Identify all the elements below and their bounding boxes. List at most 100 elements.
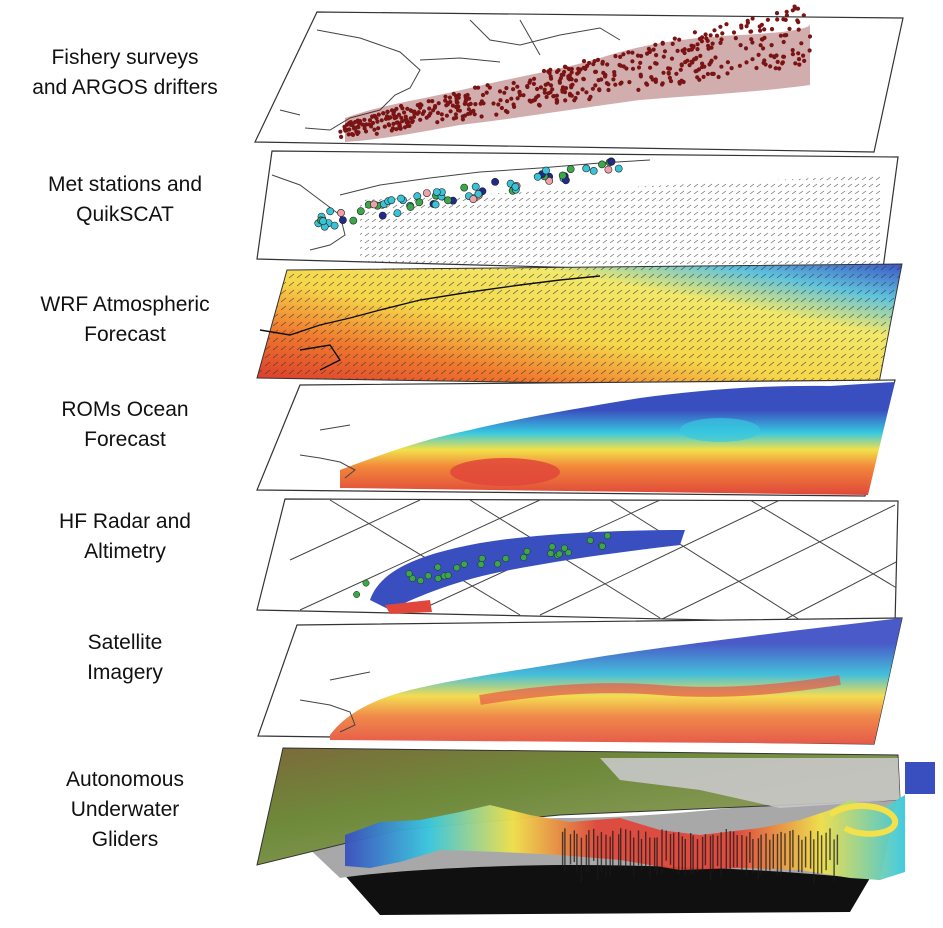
drifter-point [784, 9, 789, 14]
glider-profile-bar [804, 836, 807, 868]
drifter-point [504, 86, 509, 91]
glider-profile-bar [833, 839, 835, 882]
drifter-point [603, 73, 608, 78]
glider-profile-bar [569, 834, 572, 865]
glider-profile-bar [712, 834, 714, 873]
glider-profile-bar [784, 833, 786, 866]
glider-profile-bar [749, 832, 751, 863]
drifter-point [532, 76, 537, 81]
layer-fishery [254, 4, 904, 153]
glider-profile-bar [561, 831, 564, 868]
drifter-point [651, 47, 656, 52]
drifter-point [666, 71, 671, 76]
drifter-point [669, 56, 675, 61]
drifter-point [689, 47, 694, 52]
drifter-point [480, 92, 486, 98]
glider-profile-bar [665, 830, 667, 861]
glider-profile-bar [780, 831, 782, 876]
glider-profile-bar [656, 837, 658, 875]
met-station-point [607, 157, 616, 166]
drifter-point [687, 63, 692, 68]
hf-station-points [353, 532, 612, 598]
warm-eddy [450, 458, 560, 486]
hf-station-point [520, 554, 528, 561]
drifter-point [708, 33, 713, 38]
drifter-point [627, 80, 632, 85]
drifter-point [744, 60, 749, 65]
drifter-point [517, 90, 522, 95]
drifter-point [758, 28, 763, 33]
drifter-point [547, 70, 552, 76]
drifter-point [713, 55, 718, 60]
hf-station-point [547, 550, 555, 557]
met-station-points [314, 157, 623, 231]
label-gliders: Autonomous Underwater Gliders [0, 765, 250, 855]
label-met: Met stations and QuikSCAT [0, 170, 250, 230]
glider-profile-bar [716, 835, 719, 867]
drifter-point [440, 117, 445, 122]
drifter-point [478, 101, 483, 106]
drifter-point [583, 66, 588, 71]
drifter-point [404, 117, 409, 122]
drifter-point [611, 77, 616, 82]
drifter-point [554, 100, 559, 105]
drifter-point [590, 86, 596, 91]
drifter-point [453, 112, 458, 117]
drifter-point [497, 89, 503, 94]
drifter-point [606, 87, 611, 93]
drifter-point [678, 67, 683, 72]
drifter-point [690, 60, 695, 65]
drifter-point [374, 131, 379, 136]
glider-profile-bar [625, 829, 627, 871]
drifter-point [568, 76, 574, 81]
drifter-point [454, 115, 459, 120]
drifter-point [781, 39, 786, 45]
glider-profile-bar [789, 830, 791, 874]
glider-profile-bar [729, 831, 731, 872]
drifter-point [638, 60, 643, 65]
drifter-point [347, 127, 352, 132]
layer-frame [256, 498, 899, 625]
drifter-point [761, 60, 766, 65]
drifter-point [370, 114, 375, 119]
drifter-point [605, 62, 610, 67]
drifter-point [575, 71, 580, 76]
quikscat-vectors [360, 175, 880, 270]
glider-profile-bar [745, 836, 748, 875]
glider-profile-bar [836, 834, 839, 865]
met-station-point [491, 177, 499, 186]
drifter-point [548, 74, 553, 79]
drifter-point [701, 74, 706, 79]
drifter-point [738, 43, 743, 48]
drifter-point [618, 54, 623, 60]
hf-station-point [424, 572, 432, 580]
drifter-point [702, 64, 707, 69]
drifter-point [801, 53, 806, 58]
drifter-point [498, 98, 503, 103]
hf-station-point [560, 544, 568, 552]
drifter-point [718, 40, 723, 46]
drifter-point [660, 82, 665, 87]
hf-station-point [523, 547, 531, 555]
drifter-point [350, 132, 356, 137]
drifter-point [595, 57, 601, 63]
glider-profile-bar [817, 831, 819, 874]
drifter-point [584, 90, 589, 95]
drifter-point [660, 41, 665, 46]
met-station-point [604, 165, 613, 174]
drifter-point [456, 92, 461, 98]
drifter-point [612, 73, 617, 78]
drifter-point [725, 71, 730, 76]
label-satellite: Satellite Imagery [0, 628, 250, 688]
label-line: Gliders [91, 828, 159, 851]
drifter-point [695, 75, 700, 80]
drifter-point [793, 61, 798, 66]
glider-profile-bar [720, 832, 722, 877]
drifter-point [768, 64, 773, 69]
drifter-point [505, 99, 510, 104]
label-line: ROMs Ocean [61, 398, 189, 421]
met-station-point [406, 203, 415, 211]
drifter-point [796, 57, 802, 62]
hf-station-point [604, 532, 612, 540]
drifter-point [710, 41, 715, 46]
